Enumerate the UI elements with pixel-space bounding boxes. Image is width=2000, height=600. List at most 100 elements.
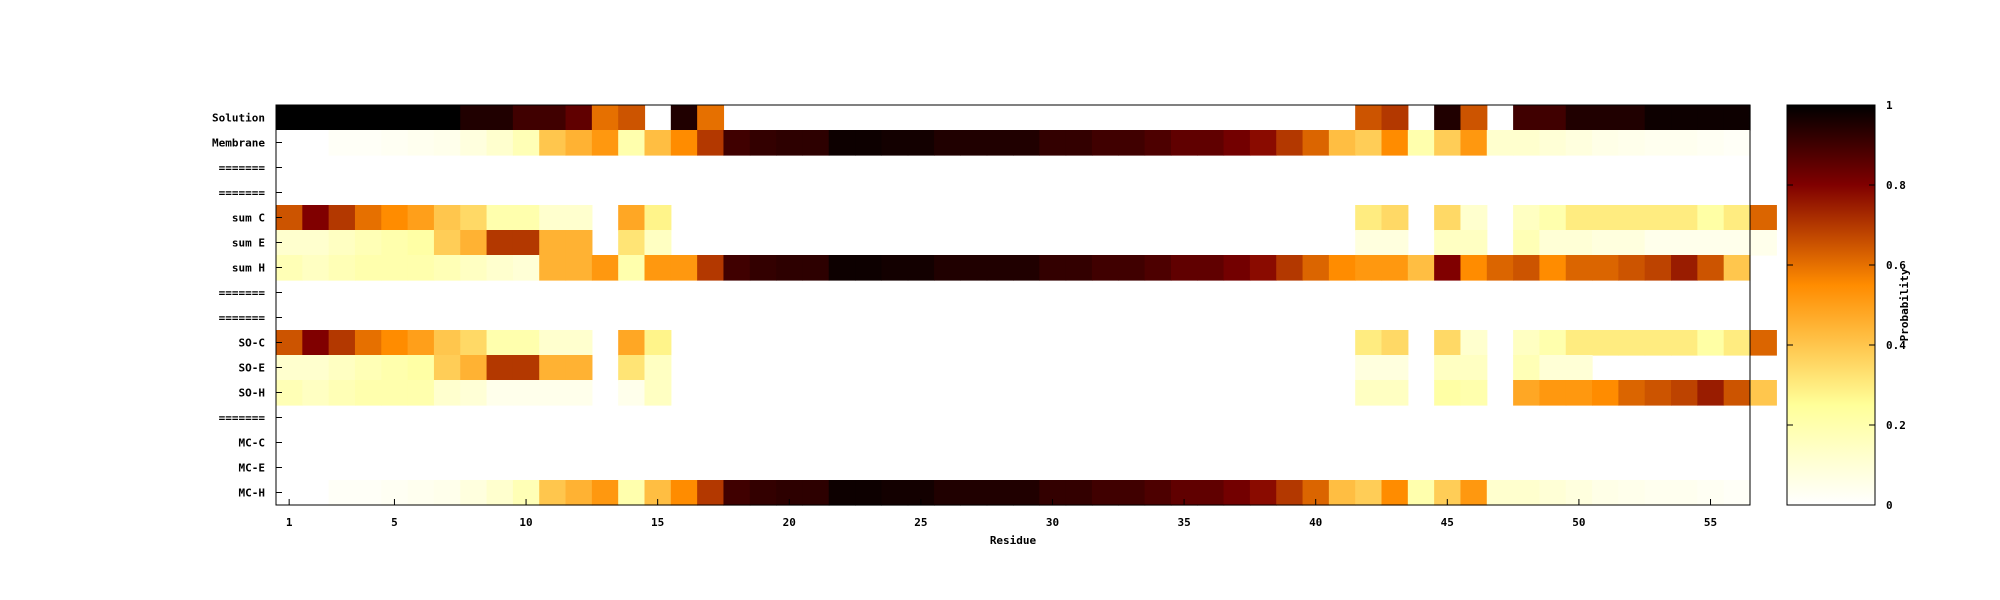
heatmap-cell: [1539, 205, 1567, 231]
x-tick-label: 40: [1309, 516, 1322, 529]
heatmap-cell: [1644, 380, 1672, 406]
heatmap-cell: [1513, 105, 1541, 131]
heatmap-cell: [1644, 230, 1672, 256]
heatmap-cell: [539, 380, 567, 406]
heatmap-cell: [512, 130, 540, 156]
row-label: =======: [219, 412, 266, 425]
heatmap-cell: [749, 255, 777, 281]
heatmap-cell: [1750, 205, 1777, 231]
heatmap-cell: [618, 330, 646, 356]
heatmap-cell: [1407, 255, 1435, 281]
heatmap-cell: [1434, 255, 1462, 281]
row-label: MC-H: [239, 487, 266, 500]
heatmap-cell: [539, 105, 567, 131]
heatmap-cell: [1249, 255, 1277, 281]
heatmap-cell: [618, 380, 646, 406]
heatmap-cell: [1486, 255, 1514, 281]
heatmap-cell: [907, 255, 935, 281]
heatmap-cell: [1723, 330, 1751, 356]
heatmap-cell: [1434, 130, 1462, 156]
colorbar-tick-label: 0.2: [1886, 419, 1906, 432]
heatmap-cell: [1434, 205, 1462, 231]
heatmap-cell: [776, 255, 804, 281]
heatmap-cell: [1039, 255, 1067, 281]
heatmap-cell: [1118, 255, 1146, 281]
heatmap-cell: [433, 480, 461, 506]
heatmap-cell: [618, 230, 646, 256]
heatmap-cell: [1565, 255, 1593, 281]
heatmap-cell: [512, 230, 540, 256]
heatmap-cell: [1302, 255, 1330, 281]
heatmap-cell: [1407, 480, 1435, 506]
heatmap-cell: [1671, 130, 1698, 156]
heatmap-cell: [407, 355, 435, 381]
heatmap-cell: [1723, 480, 1751, 506]
heatmap-cell: [1091, 480, 1119, 506]
heatmap-cell: [1671, 105, 1698, 131]
heatmap-cell: [1381, 480, 1409, 506]
heatmap-cell: [433, 105, 461, 131]
heatmap-cell: [1355, 330, 1383, 356]
heatmap-cell: [644, 330, 672, 356]
heatmap-cell: [670, 105, 698, 131]
heatmap-cell: [1644, 130, 1672, 156]
heatmap-cell: [565, 130, 593, 156]
heatmap-cell: [1355, 380, 1383, 406]
heatmap-cell: [1539, 130, 1567, 156]
heatmap-cell: [381, 130, 409, 156]
row-label: MC-C: [239, 437, 266, 450]
heatmap-cell: [539, 130, 567, 156]
heatmap-cell: [1434, 380, 1462, 406]
heatmap-cell: [644, 205, 672, 231]
heatmap-cell: [670, 255, 698, 281]
colorbar-tick-label: 0.6: [1886, 259, 1906, 272]
heatmap-cell: [407, 255, 435, 281]
heatmap-cell: [460, 380, 488, 406]
heatmap-cell: [1197, 255, 1225, 281]
heatmap-cell: [539, 480, 567, 506]
heatmap-cell: [1486, 480, 1514, 506]
heatmap-cell: [302, 330, 330, 356]
heatmap-cell: [1276, 480, 1304, 506]
heatmap-cell: [565, 355, 593, 381]
heatmap-cell: [855, 130, 882, 156]
row-label: Membrane: [212, 137, 265, 150]
heatmap-cell: [1671, 480, 1698, 506]
heatmap-cell: [1565, 130, 1593, 156]
heatmap-cell: [381, 105, 409, 131]
heatmap-cell: [591, 255, 619, 281]
heatmap-cell: [1671, 380, 1698, 406]
heatmap-cell: [618, 480, 646, 506]
heatmap-cell: [433, 130, 461, 156]
row-label: sum E: [232, 237, 265, 250]
heatmap-cell: [512, 105, 540, 131]
heatmap-cell: [1355, 230, 1383, 256]
heatmap-cell: [1592, 380, 1619, 406]
heatmap-cell: [828, 255, 856, 281]
heatmap-cell: [328, 355, 356, 381]
heatmap-cell: [1381, 380, 1409, 406]
heatmap-cell: [618, 255, 646, 281]
row-label: MC-E: [239, 462, 266, 475]
heatmap-cell: [512, 330, 540, 356]
heatmap-cell: [934, 480, 961, 506]
heatmap-cell: [644, 255, 672, 281]
heatmap-cell: [1223, 130, 1251, 156]
heatmap-cell: [723, 480, 751, 506]
heatmap-cell: [1460, 380, 1488, 406]
heatmap-cell: [433, 330, 461, 356]
heatmap-cell: [539, 255, 567, 281]
heatmap-cell: [855, 255, 882, 281]
colorbar-tick-label: 0.8: [1886, 179, 1906, 192]
heatmap-cell: [1565, 380, 1593, 406]
heatmap-cell: [1513, 380, 1541, 406]
heatmap-cell: [802, 480, 830, 506]
x-tick-label: 35: [1177, 516, 1190, 529]
heatmap-cell: [354, 255, 382, 281]
heatmap-cell: [723, 255, 751, 281]
heatmap-cell: [1513, 205, 1541, 231]
heatmap-cell: [802, 255, 830, 281]
heatmap-cell: [881, 255, 909, 281]
heatmap-cell: [670, 480, 698, 506]
heatmap-cell: [302, 105, 330, 131]
